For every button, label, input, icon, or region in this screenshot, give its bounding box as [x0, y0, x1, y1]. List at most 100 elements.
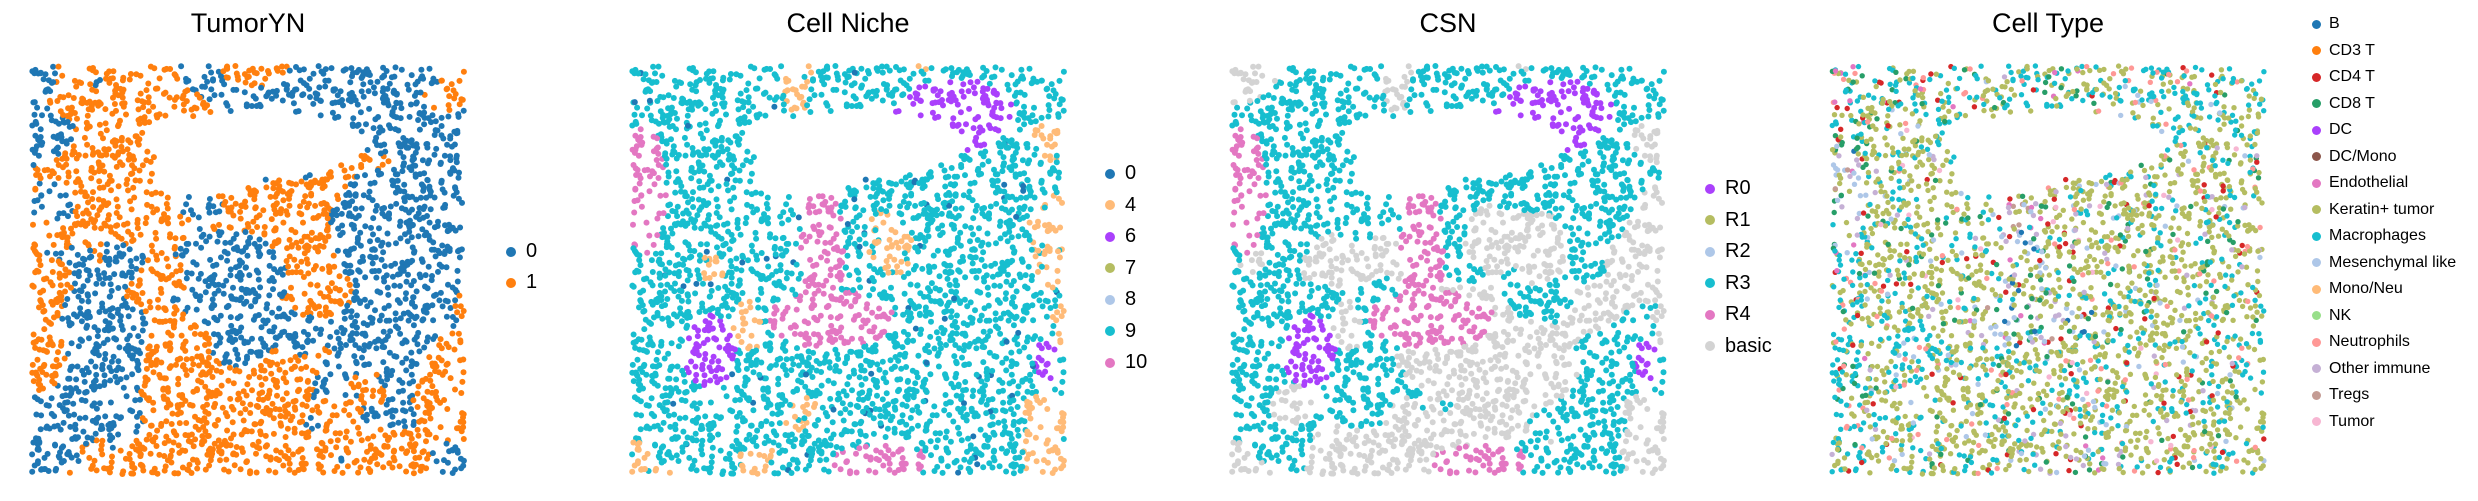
scatter-point: [277, 187, 284, 194]
scatter-point: [189, 86, 196, 93]
scatter-point: [145, 80, 152, 87]
scatter-point: [964, 147, 971, 153]
scatter-point: [269, 309, 276, 316]
scatter-point: [809, 374, 816, 380]
scatter-point: [407, 259, 414, 266]
scatter-point: [261, 343, 268, 350]
scatter-point: [197, 270, 204, 277]
scatter-point: [272, 193, 279, 200]
scatter-point: [742, 308, 749, 315]
scatter-point: [366, 105, 373, 112]
scatter-point: [900, 219, 906, 226]
scatter-point: [361, 342, 368, 349]
scatter-point: [84, 314, 91, 321]
scatter-point: [65, 350, 72, 357]
scatter-point: [110, 353, 117, 360]
scatter-point: [300, 66, 307, 73]
scatter-point: [238, 445, 245, 452]
scatter-point: [874, 313, 881, 320]
scatter-point: [131, 194, 138, 201]
scatter-point: [203, 330, 209, 337]
scatter-point: [123, 393, 130, 400]
scatter-point: [728, 470, 735, 477]
scatter-point: [688, 358, 695, 365]
scatter-point: [148, 422, 155, 429]
scatter-point: [59, 261, 65, 268]
scatter-point: [360, 257, 367, 264]
scatter-point: [256, 253, 263, 260]
scatter-point: [460, 436, 467, 442]
scatter-point: [404, 193, 411, 200]
scatter-point: [72, 262, 79, 269]
scatter-point: [270, 430, 277, 437]
scatter-point: [924, 342, 931, 349]
scatter-point: [395, 325, 402, 332]
scatter-point: [409, 206, 415, 213]
scatter-point: [419, 317, 426, 324]
scatter-point: [72, 189, 79, 196]
scatter-point: [263, 357, 269, 364]
scatter-point: [413, 313, 420, 320]
scatter-point: [126, 456, 133, 463]
scatter-point: [354, 173, 361, 180]
scatter-point: [729, 306, 736, 313]
scatter-point: [312, 202, 319, 209]
scatter-point: [369, 260, 376, 267]
scatter-point: [336, 287, 343, 294]
scatter-point: [135, 440, 141, 447]
scatter-point: [143, 436, 150, 443]
scatter-point: [109, 110, 116, 117]
scatter-point: [381, 263, 388, 270]
scatter-point: [1004, 238, 1011, 245]
scatter-point: [943, 447, 950, 454]
scatter-point: [73, 168, 80, 175]
scatter-point: [146, 431, 153, 438]
scatter-point: [980, 249, 987, 256]
scatter-point: [133, 446, 140, 453]
scatter-point: [1060, 68, 1067, 75]
scatter-point: [175, 470, 182, 477]
scatter-point: [389, 464, 396, 471]
scatter-point: [302, 460, 309, 467]
scatter-point: [754, 85, 761, 92]
scatter-point: [711, 101, 718, 107]
scatter-point: [379, 88, 386, 95]
scatter-point: [32, 369, 39, 376]
scatter-point: [789, 286, 796, 293]
scatter-point: [828, 194, 835, 201]
scatter-point: [227, 208, 234, 215]
scatter-point: [134, 225, 141, 232]
scatter-point: [58, 459, 65, 466]
scatter-point: [139, 259, 146, 266]
scatter-point: [455, 425, 462, 432]
scatter-point: [75, 343, 82, 350]
scatter-point: [60, 419, 67, 426]
scatter-point: [842, 406, 849, 413]
scatter-point: [1058, 96, 1065, 103]
scatter-point: [408, 72, 415, 79]
scatter-point: [145, 345, 152, 352]
scatter-point: [107, 293, 114, 300]
scatter-point: [851, 240, 858, 247]
scatter-point: [789, 355, 795, 362]
scatter-point: [726, 76, 733, 83]
scatter-point: [101, 146, 108, 153]
scatter-point: [305, 200, 312, 207]
scatter-point: [687, 247, 694, 254]
scatter-point: [989, 413, 996, 420]
scatter-point: [409, 244, 416, 251]
scatter-point: [88, 358, 95, 365]
scatter-point: [363, 121, 369, 128]
scatter-point: [31, 248, 38, 254]
scatter-point: [438, 263, 445, 270]
scatter-point: [342, 372, 349, 379]
scatter-point: [453, 159, 460, 166]
scatter-point: [347, 337, 354, 344]
scatter-point: [954, 239, 961, 246]
scatter-point: [915, 63, 922, 70]
scatter-point: [997, 330, 1004, 337]
scatter-point: [358, 437, 365, 444]
scatter-point: [841, 89, 848, 96]
scatter-point: [367, 238, 373, 245]
scatter-point: [358, 152, 365, 159]
